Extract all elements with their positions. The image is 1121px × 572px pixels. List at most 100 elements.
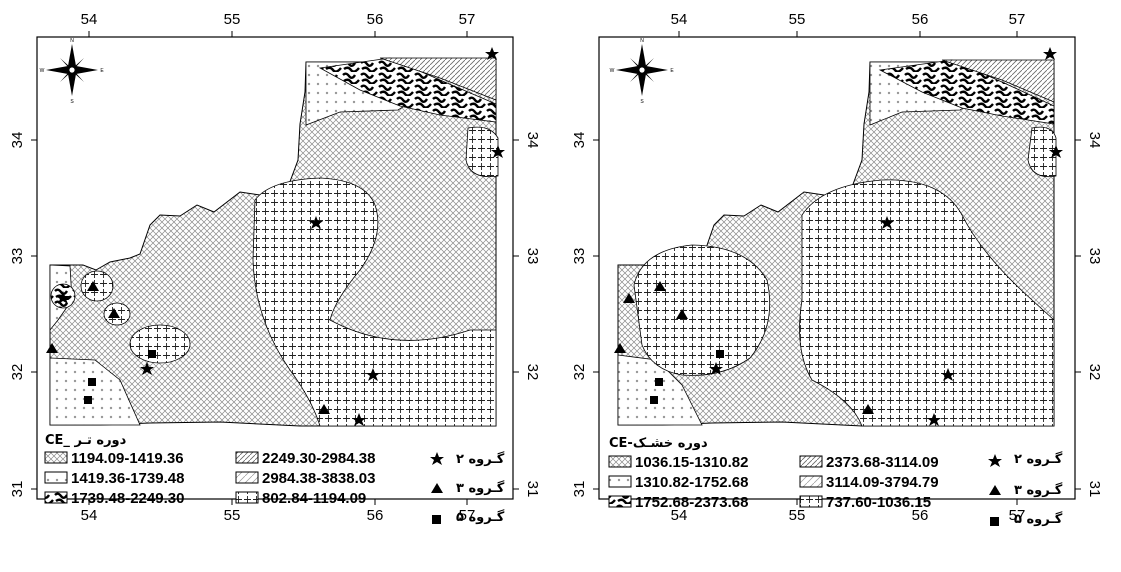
- legend-square-icon: [990, 517, 999, 526]
- y-tick-left: 33: [9, 248, 26, 265]
- legend-star-icon: [430, 452, 444, 465]
- legend-swatch: [608, 475, 632, 488]
- y-tick-left: 34: [9, 132, 26, 149]
- x-tick-top: 55: [789, 11, 806, 28]
- legend-star-icon: [988, 454, 1002, 467]
- x-tick-bottom: 55: [789, 507, 806, 524]
- star-marker: [352, 413, 366, 426]
- legend-label: 1739.48-2249.30: [71, 490, 184, 507]
- x-tick-bottom: 54: [671, 507, 688, 524]
- zone-plus: [799, 179, 1055, 427]
- map-panel-wet: 54 55 56 57 54 55 56 57 34 33 32 31 34 3…: [9, 11, 541, 525]
- x-tick-bottom: 56: [367, 507, 384, 524]
- sample-points: [614, 47, 1063, 426]
- legend-triangle-icon: [431, 483, 443, 493]
- north-arrow-icon: N S E W: [610, 38, 675, 105]
- legend-label: 1310.82-1752.68: [635, 474, 748, 491]
- legend-swatch: [44, 451, 68, 464]
- zone-plus: [1027, 126, 1057, 178]
- group-label: گـروه ۵: [456, 509, 505, 525]
- sample-points: [46, 47, 505, 426]
- x-tick-top: 57: [459, 11, 476, 28]
- star-marker: [309, 216, 323, 229]
- triangle-marker: [46, 343, 58, 353]
- legend-label: 1036.15-1310.82: [635, 454, 748, 471]
- triangle-marker: [318, 404, 330, 414]
- x-tick-bottom: 54: [81, 507, 98, 524]
- legend-swatch: [235, 491, 259, 504]
- triangle-marker: [87, 281, 99, 291]
- compass-letter-w: W: [40, 68, 45, 74]
- compass-letter-e: E: [100, 68, 104, 74]
- legend-title: CE_ دوره تـر: [45, 433, 127, 448]
- legend-swatch: [608, 495, 632, 508]
- x-tick-top: 55: [224, 11, 241, 28]
- square-marker: [84, 396, 92, 404]
- x-tick-top: 56: [912, 11, 929, 28]
- legend-label: 2984.38-3838.03: [262, 470, 375, 487]
- legend-swatch: [799, 495, 823, 508]
- legend-swatch: [235, 471, 259, 484]
- group-label: گـروه ۳: [1014, 482, 1063, 498]
- legend-label: 802.84-1194.09: [262, 490, 366, 507]
- x-tick-bottom: 57: [459, 507, 476, 524]
- legend-label: 1194.09-1419.36: [71, 450, 184, 467]
- zone-plus-dots: [129, 324, 191, 364]
- axis-ticks: [593, 31, 1081, 505]
- zone-plus-dots: [465, 126, 499, 178]
- triangle-marker: [862, 404, 874, 414]
- north-arrow-icon: N S E W: [40, 38, 105, 105]
- square-marker: [716, 350, 724, 358]
- legend-swatch: [799, 455, 823, 468]
- square-marker: [148, 350, 156, 358]
- y-tick-right: 31: [524, 481, 541, 498]
- y-tick-left: 34: [571, 132, 588, 149]
- star-marker: [485, 47, 499, 60]
- y-tick-right: 33: [524, 248, 541, 265]
- compass-letter-w: W: [610, 68, 615, 74]
- x-tick-top: 54: [671, 11, 688, 28]
- triangle-marker: [623, 293, 635, 303]
- compass-letter-s: S: [70, 99, 74, 105]
- star-marker: [56, 291, 70, 304]
- zone-dots-x: [49, 357, 141, 426]
- group-label: گـروه ۲: [456, 451, 505, 467]
- legend-swatch: [44, 471, 68, 484]
- x-tick-bottom: 55: [224, 507, 241, 524]
- triangle-marker: [108, 308, 120, 318]
- group-label: گـروه ۳: [456, 480, 505, 496]
- x-tick-top: 57: [1009, 11, 1026, 28]
- square-marker: [88, 378, 96, 386]
- y-tick-left: 31: [571, 481, 588, 498]
- zone-diag-dense: [379, 57, 497, 101]
- legend-square-icon: [432, 515, 441, 524]
- legend-swatch: [235, 451, 259, 464]
- triangle-marker: [654, 281, 666, 291]
- compass-letter-s: S: [640, 99, 644, 105]
- y-tick-left: 33: [571, 248, 588, 265]
- legend-label: 737.60-1036.15: [826, 494, 931, 511]
- zone-plus: [633, 244, 771, 376]
- zone-plus-dots: [80, 270, 114, 302]
- y-tick-right: 34: [524, 132, 541, 149]
- y-tick-right: 31: [1086, 481, 1103, 498]
- star-marker: [366, 368, 380, 381]
- y-tick-left: 31: [9, 481, 26, 498]
- group-label: گـروه ۵: [1014, 511, 1063, 527]
- y-tick-right: 32: [1086, 364, 1103, 381]
- legend-title: CE-دوره خشـک: [609, 436, 708, 451]
- square-marker: [650, 396, 658, 404]
- x-tick-bottom: 57: [1009, 507, 1026, 524]
- legend-swatch: [608, 455, 632, 468]
- zone-diag-dense: [941, 59, 1055, 103]
- star-marker: [709, 362, 723, 375]
- compass-letter-n: N: [70, 38, 74, 44]
- group-label: گـروه ۲: [1014, 451, 1063, 467]
- compass-letter-n: N: [640, 38, 644, 44]
- x-tick-bottom: 56: [912, 507, 929, 524]
- star-marker: [1049, 145, 1063, 158]
- star-marker: [941, 368, 955, 381]
- y-tick-left: 32: [9, 364, 26, 381]
- star-marker: [880, 216, 894, 229]
- legend-label: 1752.68-2373.68: [635, 494, 748, 511]
